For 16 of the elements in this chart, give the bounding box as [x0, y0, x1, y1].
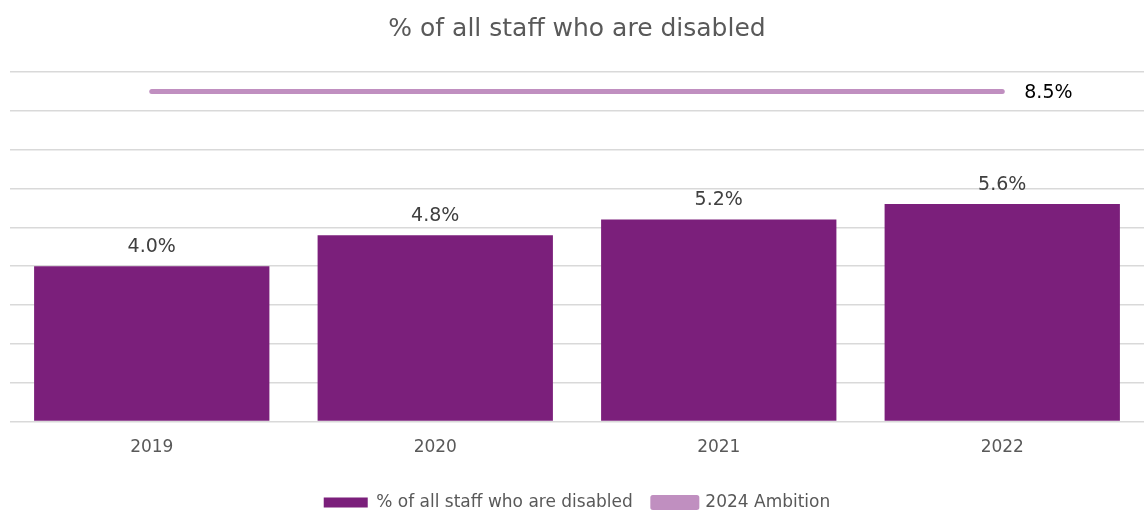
bar — [884, 204, 1120, 421]
data-label: 5.2% — [694, 187, 743, 210]
data-label: 8.5% — [1024, 80, 1073, 103]
legend-label: 2024 Ambition — [705, 490, 831, 511]
chart-title: % of all staff who are disabled — [388, 12, 766, 42]
data-label: 5.6% — [978, 171, 1027, 194]
data-label: 4.0% — [127, 233, 176, 256]
x-tick-label: 2020 — [413, 436, 457, 457]
bar — [317, 235, 553, 421]
legend-label: % of all staff who are disabled — [376, 490, 633, 511]
x-tick-label: 2022 — [980, 436, 1024, 457]
data-label: 4.8% — [411, 202, 460, 225]
bar — [601, 219, 837, 421]
x-tick-label: 2021 — [697, 436, 741, 457]
x-tick-label: 2019 — [130, 436, 174, 457]
bar — [34, 266, 270, 421]
